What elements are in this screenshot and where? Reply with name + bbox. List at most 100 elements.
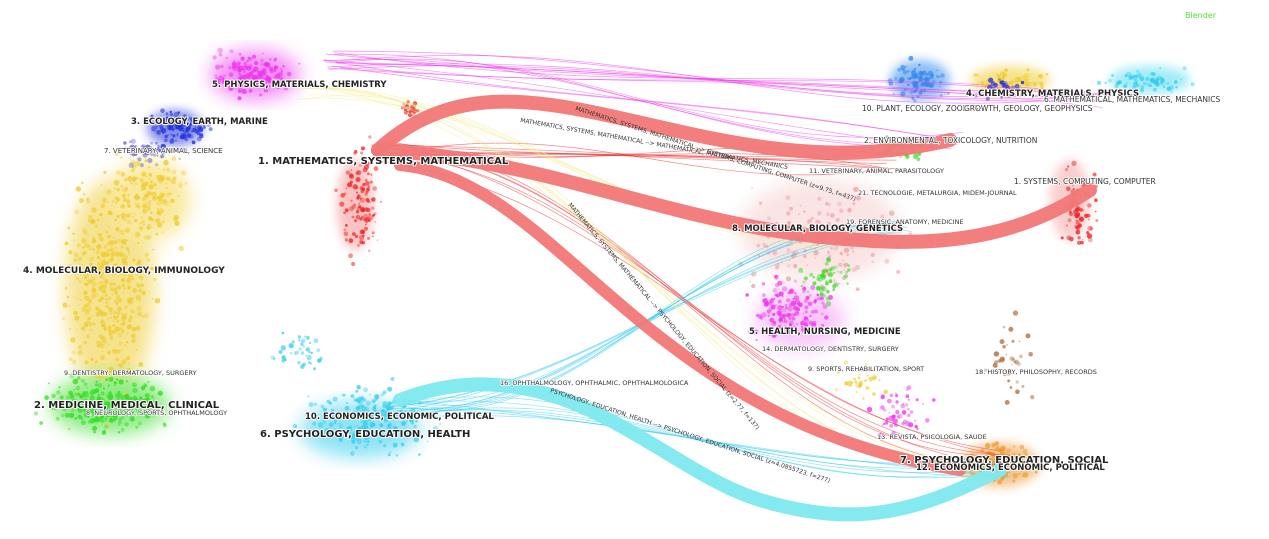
cluster-point xyxy=(273,82,276,85)
cluster-point xyxy=(909,410,914,414)
cluster-point xyxy=(256,82,260,85)
cluster-point xyxy=(126,393,130,398)
cluster-point xyxy=(102,284,107,289)
cluster-point xyxy=(374,430,377,432)
cluster-point xyxy=(931,79,936,84)
cluster-point xyxy=(44,395,49,400)
cluster-point xyxy=(116,306,122,312)
cluster-point xyxy=(355,446,358,450)
cluster-point xyxy=(147,166,151,169)
cluster-point xyxy=(177,182,183,188)
cluster-point xyxy=(393,434,397,437)
citation-link xyxy=(323,58,958,146)
cluster-point xyxy=(104,423,110,428)
cluster-point xyxy=(365,221,368,224)
cluster-point xyxy=(1022,472,1029,478)
cluster-point xyxy=(881,424,884,427)
cluster-point xyxy=(218,75,224,81)
cluster-point xyxy=(359,163,362,167)
cluster-point xyxy=(161,151,165,155)
cluster-point xyxy=(75,328,78,331)
cluster-point xyxy=(127,150,130,153)
cluster-point xyxy=(343,228,347,231)
cluster-point xyxy=(350,451,355,456)
cluster-point xyxy=(1140,85,1145,90)
cluster-point xyxy=(117,430,121,434)
flow-label-math-to-psych: MATHEMATICS, SYSTEMS, MATHEMATICAL --> P… xyxy=(566,202,760,431)
cluster-point xyxy=(878,432,884,438)
cluster-point xyxy=(1006,82,1009,86)
cluster-point xyxy=(73,389,75,391)
cluster-point xyxy=(1028,352,1033,357)
cluster-point xyxy=(118,424,121,427)
cluster-point xyxy=(294,352,297,355)
cluster-point xyxy=(101,271,105,275)
cluster-point xyxy=(837,270,840,273)
cluster-point xyxy=(916,157,921,162)
cluster-point xyxy=(125,247,130,251)
cluster-point xyxy=(129,267,134,272)
cluster-point xyxy=(1004,68,1009,73)
cluster-point xyxy=(804,305,809,310)
cluster-point xyxy=(367,236,370,240)
cluster-point xyxy=(348,238,354,244)
cluster-point xyxy=(128,253,130,256)
cluster-point xyxy=(91,428,93,431)
cluster-point xyxy=(1139,75,1145,81)
cluster-point xyxy=(363,217,367,222)
cluster-point xyxy=(1009,386,1013,389)
cluster-point xyxy=(116,315,119,318)
citing-cluster-6-label: 6. PSYCHOLOGY, EDUCATION, HEALTH xyxy=(260,429,470,440)
cluster-point xyxy=(68,357,73,362)
cluster-point xyxy=(367,185,370,189)
cluster-point xyxy=(122,193,127,198)
cluster-point xyxy=(995,369,1001,375)
cluster-point xyxy=(109,248,115,254)
cluster-point xyxy=(819,276,822,278)
cluster-point xyxy=(359,217,363,221)
cluster-point xyxy=(905,394,910,399)
cluster-point xyxy=(906,77,909,80)
cluster-point xyxy=(169,113,174,117)
cluster-point xyxy=(403,413,409,419)
cluster-point xyxy=(139,276,144,281)
cluster-point xyxy=(884,421,889,425)
cluster-point xyxy=(248,89,253,93)
cluster-point xyxy=(356,409,362,414)
cluster-point xyxy=(116,267,122,273)
cluster-point xyxy=(186,133,192,138)
cluster-point xyxy=(114,196,117,199)
cluster-point xyxy=(110,270,113,273)
cluster-point xyxy=(1010,79,1014,83)
cluster-point xyxy=(167,167,170,170)
cluster-point xyxy=(351,439,355,443)
cluster-point xyxy=(777,324,783,329)
cluster-point xyxy=(64,286,68,290)
cluster-point xyxy=(240,56,245,61)
cluster-point xyxy=(302,362,306,367)
cluster-point xyxy=(788,288,795,294)
cluster-point xyxy=(783,313,787,318)
cluster-point xyxy=(918,83,923,88)
cluster-point xyxy=(918,77,924,83)
cluster-point xyxy=(155,217,161,224)
cluster-point xyxy=(120,156,123,159)
cluster-point xyxy=(157,208,159,211)
cluster-point xyxy=(243,61,247,65)
cluster-point xyxy=(95,360,98,363)
cluster-point xyxy=(105,341,108,344)
cluster-point xyxy=(146,258,150,262)
cluster-point xyxy=(107,234,111,239)
cluster-point xyxy=(136,306,142,311)
cluster-point xyxy=(114,298,119,302)
cluster-point xyxy=(86,197,90,201)
cluster-point xyxy=(356,385,361,390)
cluster-point xyxy=(126,199,131,204)
cluster-point xyxy=(1175,85,1178,89)
cluster-point xyxy=(212,55,217,60)
cluster-point xyxy=(86,334,90,337)
cluster-point xyxy=(105,230,109,234)
cluster-point xyxy=(367,219,371,222)
cluster-point xyxy=(357,243,360,247)
cluster-point xyxy=(761,293,766,297)
